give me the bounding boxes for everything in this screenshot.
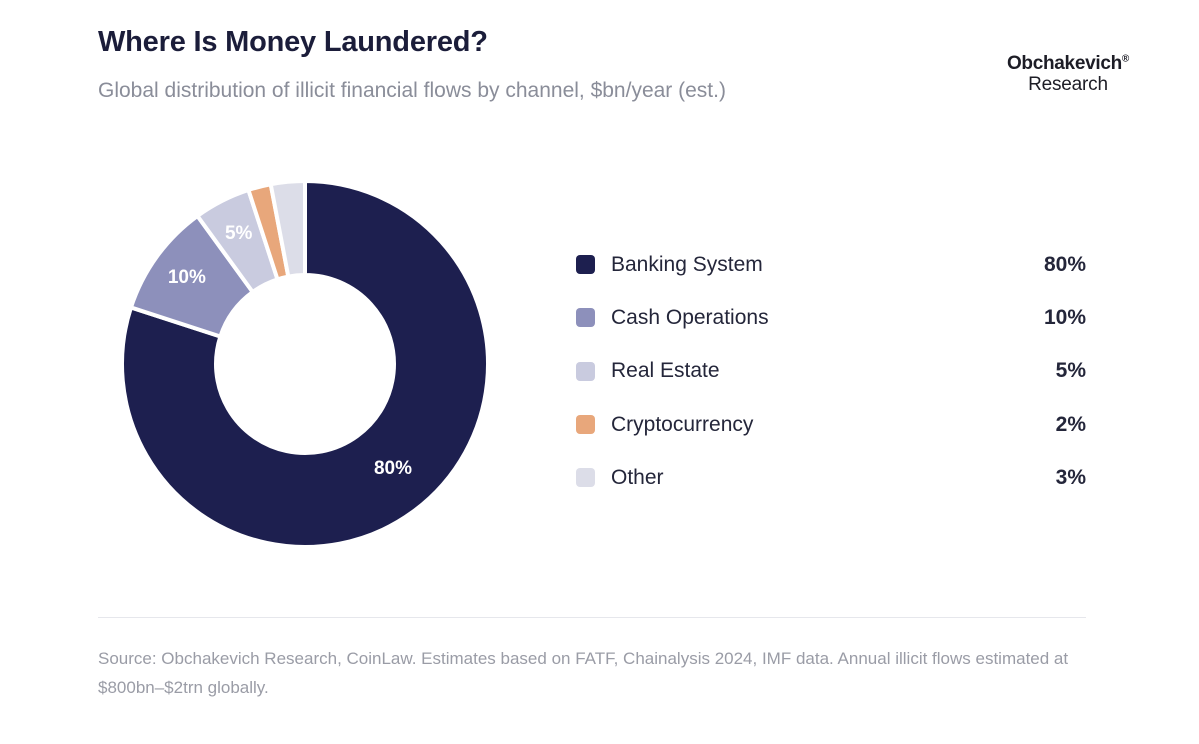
slice-label-banking-system: 80% bbox=[374, 458, 412, 479]
brand-logo: Obchakevich® Research bbox=[1007, 54, 1129, 94]
legend-label: Real Estate bbox=[611, 359, 720, 383]
legend-value: 80% bbox=[1043, 252, 1086, 276]
chart-title: Where Is Money Laundered? bbox=[98, 26, 488, 58]
legend-item-real-estate: Real Estate 5% bbox=[576, 345, 1086, 398]
donut-slice-other bbox=[268, 179, 307, 279]
donut-slices bbox=[120, 179, 490, 549]
legend-label: Banking System bbox=[611, 252, 763, 276]
donut-chart: 80% 10% 5% bbox=[120, 179, 490, 549]
legend-swatch bbox=[576, 415, 595, 435]
footer-divider bbox=[98, 617, 1086, 618]
legend-label: Other bbox=[611, 465, 664, 489]
legend-swatch bbox=[576, 468, 595, 488]
donut-slice-labels: 80% 10% 5% bbox=[168, 223, 412, 479]
chart-legend: Banking System 80% Cash Operations 10% Real … bbox=[576, 238, 1086, 504]
legend-item-other: Other 3% bbox=[576, 451, 1086, 504]
source-note: Source: Obchakevich Research, CoinLaw. E… bbox=[98, 649, 1069, 697]
chart-subtitle: Global distribution of illicit financial… bbox=[98, 79, 726, 102]
legend-swatch bbox=[576, 361, 595, 381]
legend-value: 2% bbox=[1055, 412, 1086, 436]
legend-swatch bbox=[576, 255, 595, 275]
registered-mark: ® bbox=[1121, 53, 1129, 65]
legend-swatch bbox=[576, 308, 595, 328]
slice-label-real-estate: 5% bbox=[225, 223, 253, 244]
legend-value: 5% bbox=[1055, 359, 1086, 383]
slice-label-cash-operations: 10% bbox=[168, 267, 206, 288]
legend-item-cryptocurrency: Cryptocurrency 2% bbox=[576, 398, 1086, 451]
legend-item-cash-operations: Cash Operations 10% bbox=[576, 291, 1086, 344]
legend-item-banking-system: Banking System 80% bbox=[576, 238, 1086, 291]
legend-value: 10% bbox=[1043, 305, 1086, 329]
brand-name: Obchakevich® bbox=[1006, 53, 1129, 74]
legend-value: 3% bbox=[1055, 465, 1086, 489]
legend-label: Cryptocurrency bbox=[611, 412, 754, 436]
donut-slice-banking-system bbox=[120, 179, 490, 549]
brand-subtitle: Research bbox=[1028, 74, 1108, 95]
legend-label: Cash Operations bbox=[611, 305, 769, 329]
